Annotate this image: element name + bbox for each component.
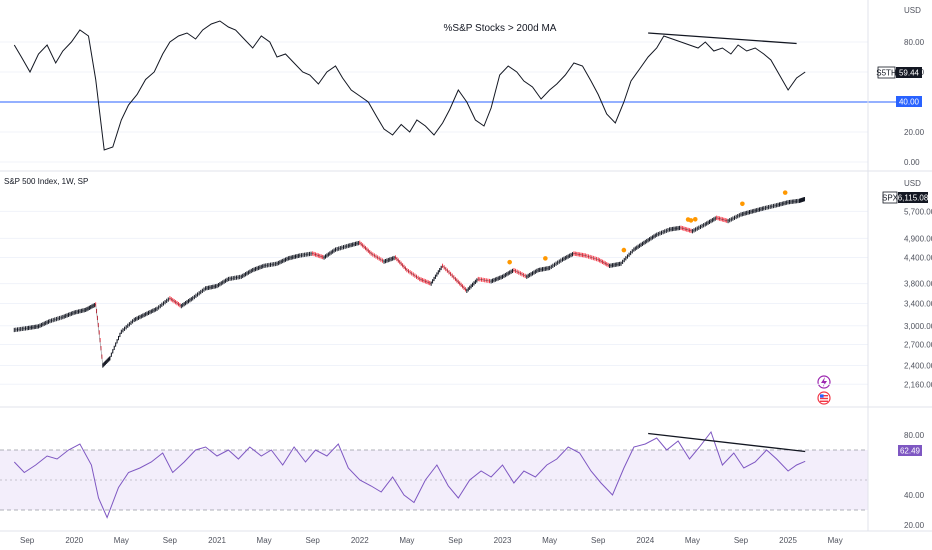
breadth-symbol-badge: S5TH xyxy=(876,66,897,79)
event-marker xyxy=(740,201,745,207)
event-marker xyxy=(621,247,627,253)
breadth-pane: %S&P Stocks > 200d MA USD 80.0060.0020.0… xyxy=(0,6,925,167)
reference-level-value: 40.00 xyxy=(899,98,920,107)
y-tick-label: 2,400.00 xyxy=(904,362,932,371)
x-tick-label: Sep xyxy=(448,536,463,545)
y-tick-label: 5,700.00 xyxy=(904,207,932,216)
spx-symbol: SPX xyxy=(882,194,899,203)
breadth-currency: USD xyxy=(904,6,921,15)
flash-icon[interactable] xyxy=(817,375,831,389)
trendline xyxy=(648,432,806,453)
x-tick-label: May xyxy=(685,536,700,545)
price-badges: S5TH 59.44 40.00 SPX 6,115.08 62.49 xyxy=(876,66,929,456)
breadth-last-badge: 59.44 xyxy=(896,67,922,78)
rsi-last-badge: 62.49 xyxy=(898,445,922,456)
y-tick-label: 3,800.00 xyxy=(904,280,932,289)
x-tick-label: Sep xyxy=(20,536,35,545)
y-tick-label: 2,700.00 xyxy=(904,341,932,350)
breadth-last-value: 59.44 xyxy=(899,69,920,78)
breadth-series-line xyxy=(13,20,806,151)
y-tick-label: 80.00 xyxy=(904,38,925,47)
x-tick-label: Sep xyxy=(306,536,321,545)
x-tick-label: Sep xyxy=(591,536,606,545)
spx-pane: S&P 500 Index, 1W, SP USD 5,700.00 4,900.… xyxy=(0,177,932,405)
x-tick-label: 2022 xyxy=(351,536,369,545)
x-tick-label: May xyxy=(114,536,129,545)
x-tick-label: Sep xyxy=(734,536,749,545)
breadth-title: %S&P Stocks > 200d MA xyxy=(444,23,557,34)
spx-last-badge: 6,115.08 xyxy=(898,192,929,203)
x-tick-label: May xyxy=(828,536,843,545)
spx-legend: S&P 500 Index, 1W, SP xyxy=(4,177,88,186)
y-tick-label: 4,400.00 xyxy=(904,254,932,263)
y-tick-label: 20.00 xyxy=(904,521,925,530)
x-tick-label: 2024 xyxy=(636,536,654,545)
x-tick-label: 2025 xyxy=(779,536,797,545)
event-marker xyxy=(507,259,512,265)
trendline xyxy=(648,32,797,45)
y-tick-label: 3,000.00 xyxy=(904,322,932,331)
x-tick-label: 2020 xyxy=(65,536,83,545)
spx-symbol-badge: SPX xyxy=(882,191,899,204)
x-tick-label: May xyxy=(542,536,557,545)
x-tick-label: May xyxy=(257,536,272,545)
spx-currency: USD xyxy=(904,179,921,188)
breadth-symbol: S5TH xyxy=(876,69,897,78)
spx-series-line xyxy=(14,198,806,367)
y-tick-label: 0.00 xyxy=(904,158,920,167)
y-tick-label: 2,160.00 xyxy=(904,380,932,389)
rsi-last-value: 62.49 xyxy=(900,447,921,456)
spx-last-value: 6,115.08 xyxy=(898,194,929,203)
event-marker xyxy=(688,218,694,223)
y-tick-label: 80.00 xyxy=(904,431,925,440)
y-tick-label: 20.00 xyxy=(904,128,925,137)
rsi-series-line xyxy=(13,430,806,519)
y-tick-label: 3,400.00 xyxy=(904,299,932,308)
x-tick-label: 2021 xyxy=(208,536,226,545)
rsi-band xyxy=(0,450,868,510)
event-marker xyxy=(543,256,548,261)
y-tick-label: 4,900.00 xyxy=(904,234,932,243)
reference-level-badge: 40.00 xyxy=(896,96,922,107)
event-marker xyxy=(692,216,698,222)
event-marker xyxy=(782,190,788,195)
y-tick-label: 40.00 xyxy=(904,491,925,500)
x-tick-label: May xyxy=(399,536,414,545)
x-tick-label: 2023 xyxy=(494,536,512,545)
us-flag-icon[interactable] xyxy=(817,391,831,405)
x-tick-label: Sep xyxy=(163,536,178,545)
rsi-pane: 80.00 40.00 20.00 xyxy=(0,430,925,530)
